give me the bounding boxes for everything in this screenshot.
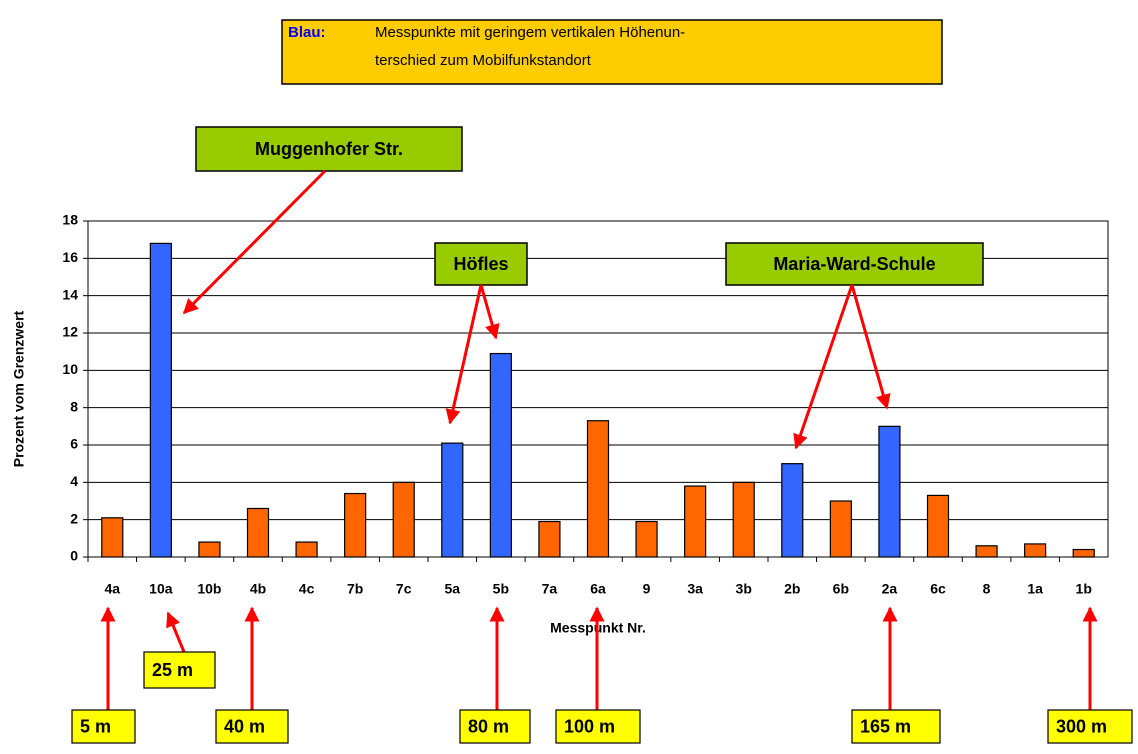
x-tick-label: 6c xyxy=(930,581,946,597)
x-tick-label: 7b xyxy=(347,581,363,597)
arrow xyxy=(793,284,854,450)
x-tick-label: 5a xyxy=(444,581,460,597)
x-tick-label: 6a xyxy=(590,581,606,597)
distance-label: 5 m xyxy=(80,716,111,736)
distance-box xyxy=(215,709,289,744)
bar xyxy=(538,520,561,558)
x-tick-label: 10a xyxy=(149,581,173,597)
bar xyxy=(441,442,464,558)
y-tick-label: 10 xyxy=(62,361,78,377)
x-tick-label: 1a xyxy=(1027,581,1043,597)
y-tick-label: 18 xyxy=(62,212,78,228)
legend-label: Blau: xyxy=(288,24,326,41)
arrow xyxy=(479,284,500,340)
arrow xyxy=(850,284,891,410)
y-tick-label: 8 xyxy=(70,398,78,414)
x-tick-label: 2b xyxy=(784,581,800,597)
x-tick-label: 9 xyxy=(643,581,651,597)
bar xyxy=(295,541,318,558)
callout-label: Höfles xyxy=(453,254,508,274)
bar xyxy=(878,425,901,558)
distance-label: 100 m xyxy=(564,716,615,736)
distance-box xyxy=(71,709,136,744)
bar xyxy=(392,481,415,558)
bar xyxy=(101,517,124,558)
distance-box xyxy=(143,651,216,689)
y-tick-label: 4 xyxy=(70,473,78,489)
callout-box xyxy=(725,242,984,286)
y-axis-label: Prozent vom Grenzwert xyxy=(11,310,27,467)
distance-label: 40 m xyxy=(224,716,265,736)
bar xyxy=(1072,548,1095,558)
y-tick-label: 16 xyxy=(62,249,78,265)
bar xyxy=(246,507,270,558)
x-tick-label: 10b xyxy=(197,581,221,597)
legend-text: terschied zum Mobilfunkstandort xyxy=(375,52,592,69)
legend-text: Messpunkte mit geringem vertikalen Höhen… xyxy=(375,24,685,41)
distance-label: 80 m xyxy=(468,716,509,736)
bar xyxy=(149,242,172,558)
bar xyxy=(586,420,610,558)
x-tick-label: 4c xyxy=(299,581,315,597)
bar xyxy=(684,485,707,558)
callout-box xyxy=(195,126,463,172)
y-tick-label: 0 xyxy=(70,548,78,564)
distance-box xyxy=(459,709,531,744)
y-tick-label: 12 xyxy=(62,324,78,340)
y-tick-label: 14 xyxy=(62,286,78,302)
bar xyxy=(344,492,367,558)
x-tick-label: 3b xyxy=(736,581,752,597)
distance-label: 300 m xyxy=(1056,716,1107,736)
x-tick-label: 7c xyxy=(396,581,412,597)
x-tick-label: 1b xyxy=(1076,581,1092,597)
distance-label: 25 m xyxy=(152,660,193,680)
bar xyxy=(198,541,221,558)
distance-label: 165 m xyxy=(860,716,911,736)
distance-box xyxy=(851,709,941,744)
bar xyxy=(732,481,755,558)
x-tick-label: 2a xyxy=(882,581,898,597)
callout-label: Muggenhofer Str. xyxy=(255,139,403,159)
x-tick-label: 4b xyxy=(250,581,266,597)
distance-box xyxy=(1047,709,1133,744)
callout-label: Maria-Ward-Schule xyxy=(773,254,935,274)
legend-box xyxy=(281,19,943,85)
bar xyxy=(829,500,852,558)
y-tick-label: 6 xyxy=(70,436,78,452)
x-tick-label: 5b xyxy=(493,581,509,597)
bar xyxy=(1024,543,1047,558)
y-tick-label: 2 xyxy=(70,510,78,526)
arrow xyxy=(182,169,327,315)
bar xyxy=(926,494,950,558)
bar xyxy=(635,520,658,558)
x-tick-label: 3a xyxy=(687,581,703,597)
arrow xyxy=(166,611,186,653)
distance-box xyxy=(555,709,641,744)
x-tick-label: 4a xyxy=(104,581,120,597)
bar xyxy=(489,352,512,558)
x-tick-label: 6b xyxy=(833,581,849,597)
x-tick-label: 7a xyxy=(542,581,558,597)
arrow xyxy=(445,284,483,425)
bar xyxy=(781,463,804,558)
x-tick-label: 8 xyxy=(983,581,991,597)
bar xyxy=(975,545,998,558)
